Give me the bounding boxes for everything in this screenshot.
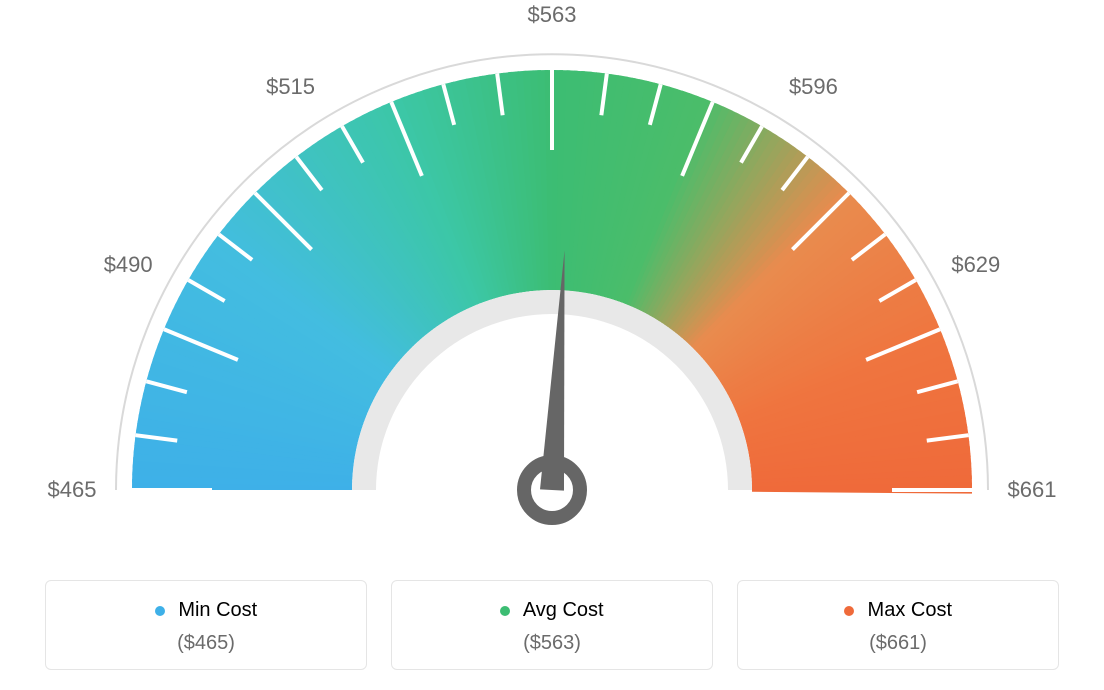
legend-label-min: Min Cost: [178, 599, 257, 621]
legend-title-max: Max Cost: [738, 599, 1058, 622]
gauge-tick-label: $465: [48, 477, 97, 503]
legend-title-min: Min Cost: [46, 599, 366, 622]
gauge-tick-label: $661: [1008, 477, 1057, 503]
gauge-chart: $465 $490 $515 $563 $596 $629 $661: [0, 0, 1104, 570]
gauge-tick-label: $490: [104, 252, 153, 278]
legend-row: Min Cost ($465) Avg Cost ($563) Max Cost…: [45, 580, 1059, 670]
gauge-tick-label: $629: [951, 252, 1000, 278]
gauge-tick-label: $596: [789, 74, 838, 100]
legend-dot-avg: [500, 606, 510, 616]
gauge-tick-label: $563: [528, 2, 577, 28]
legend-value-min: ($465): [46, 632, 366, 655]
legend-dot-min: [155, 606, 165, 616]
gauge-tick-label: $515: [266, 74, 315, 100]
legend-card-avg: Avg Cost ($563): [391, 580, 713, 670]
legend-label-avg: Avg Cost: [523, 599, 604, 621]
legend-title-avg: Avg Cost: [392, 599, 712, 622]
legend-label-max: Max Cost: [868, 599, 952, 621]
legend-card-min: Min Cost ($465): [45, 580, 367, 670]
legend-dot-max: [844, 606, 854, 616]
legend-card-max: Max Cost ($661): [737, 580, 1059, 670]
legend-value-avg: ($563): [392, 632, 712, 655]
legend-value-max: ($661): [738, 632, 1058, 655]
gauge-svg: [0, 0, 1104, 570]
